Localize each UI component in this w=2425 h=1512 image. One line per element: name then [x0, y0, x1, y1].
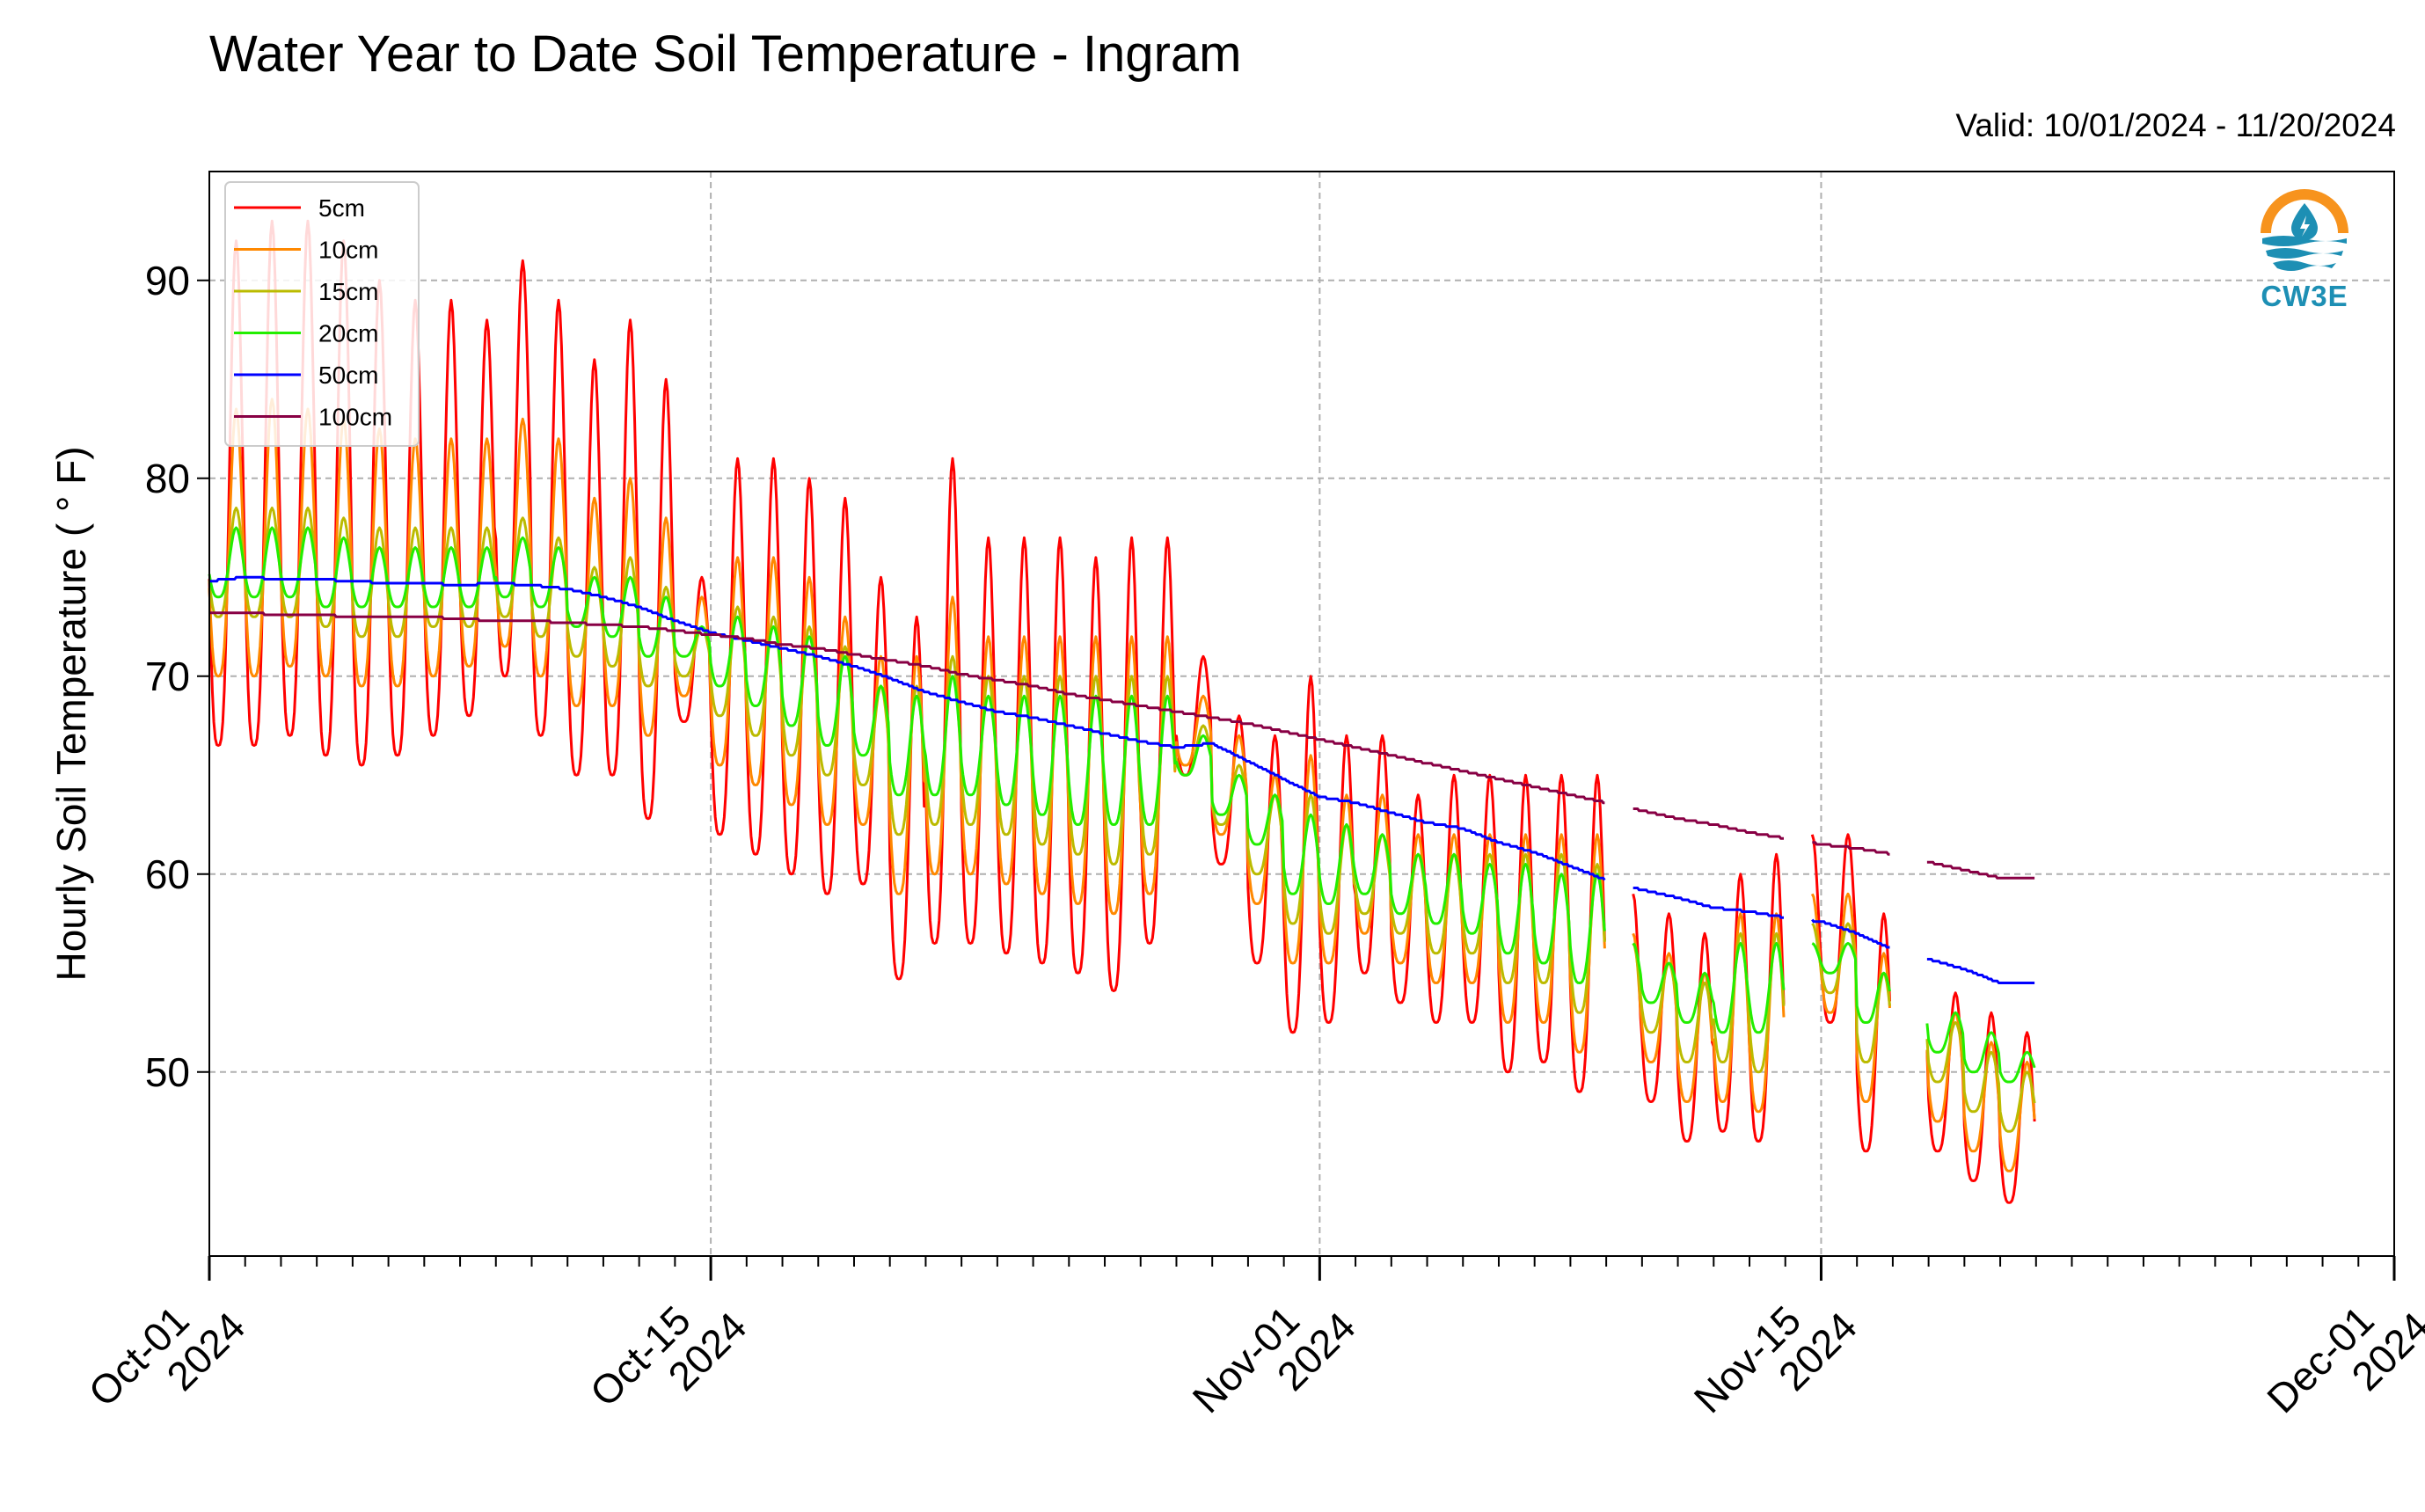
x-tick-label: Oct-012024	[79, 1272, 253, 1446]
chart-title: Water Year to Date Soil Temperature - In…	[209, 26, 1242, 83]
x-tick-label: Dec-012024	[2258, 1272, 2425, 1452]
legend-label: 50cm	[318, 362, 378, 389]
x-tick-label: Nov-012024	[1184, 1272, 1364, 1452]
y-tick-label: 60	[145, 851, 190, 897]
valid-date-range: Valid: 10/01/2024 - 11/20/2024	[1955, 107, 2396, 143]
series-line-15cm	[208, 507, 2036, 1133]
legend-label: 10cm	[318, 237, 378, 264]
x-tick-label: Nov-152024	[1685, 1272, 1866, 1452]
x-tick-label: Oct-152024	[581, 1272, 756, 1446]
y-tick-label: 70	[145, 654, 190, 699]
cw3e-logo: CW3E	[2247, 187, 2362, 319]
logo-text: CW3E	[2261, 280, 2348, 312]
series-line-100cm	[209, 611, 2035, 880]
series-line-5cm	[208, 219, 2036, 1204]
water-drop-globe-icon	[2261, 189, 2348, 277]
series-line-20cm	[208, 526, 2036, 1084]
plot-frame	[208, 171, 2395, 1257]
y-tick-label: 50	[145, 1049, 190, 1095]
legend-label: 5cm	[318, 194, 365, 222]
legend-label: 100cm	[318, 404, 392, 431]
y-axis-label: Hourly Soil Temperature ( ° F)	[48, 446, 94, 981]
y-tick-label: 80	[145, 456, 190, 501]
series-line-50cm	[209, 575, 2035, 984]
legend-label: 15cm	[318, 278, 378, 305]
y-tick-label: 90	[145, 258, 190, 303]
legend-label: 20cm	[318, 320, 378, 347]
